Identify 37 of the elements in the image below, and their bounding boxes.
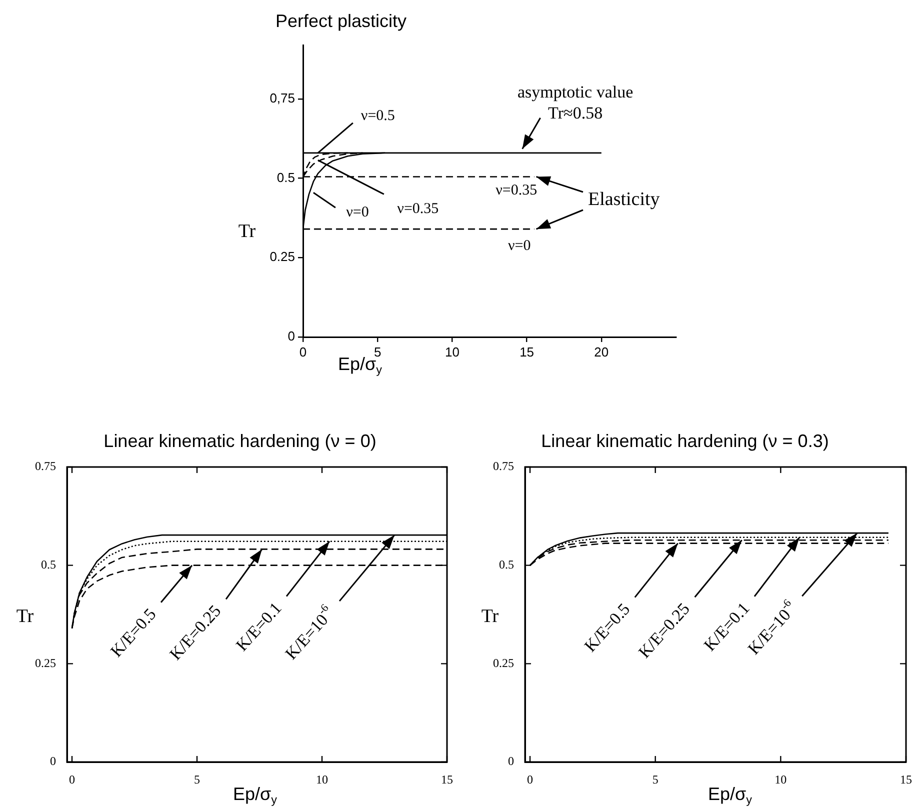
y-tick-label: 0,75 [270,90,295,106]
y-tick-label: 0.5 [499,557,514,572]
y-tick-label: 0.25 [35,656,56,670]
y-tick-label: 0 [50,754,56,768]
x-tick-label: 15 [441,772,453,786]
annotation: Elasticity [588,188,660,210]
x-tick-label: 10 [316,772,328,786]
y-tick-label: 0.5 [41,557,56,572]
annotation: ν=0 [346,204,369,221]
x-tick-label: 10 [444,344,460,360]
x-tick-label: 20 [594,344,609,360]
annotation: asymptotic value Tr≈0.58 [517,82,634,122]
y-axis-title: Tr [481,606,500,627]
y-tick-label: 0.25 [270,249,295,264]
y-tick-label: 0.25 [493,656,514,670]
y-axis-title: Tr [16,606,34,627]
x-tick-label: 0 [527,772,534,786]
y-tick-label: 0.5 [276,170,295,185]
y-tick-label: 0 [288,328,295,344]
chart-title: Perfect plasticity [275,10,407,31]
annotation: ν=0.35 [397,201,439,218]
x-tick-label: 0 [299,344,307,360]
chart-title: Linear kinematic hardening (ν = 0.3) [541,430,829,451]
chart-title: Linear kinematic hardening (ν = 0) [104,430,376,451]
annotation: ν=0.5 [360,108,395,124]
y-tick-label: 0.75 [35,459,56,474]
x-tick-label: 0 [69,772,75,786]
x-tick-label: 10 [774,772,787,786]
x-tick-label: 15 [520,344,534,360]
y-axis-title: Tr [238,220,256,242]
x-tick-label: 5 [194,772,200,786]
y-tick-label: 0.75 [493,459,514,474]
y-tick-label: 0 [508,754,514,768]
x-tick-label: 15 [900,772,912,786]
annotation: ν=0.35 [496,182,538,199]
x-tick-label: 5 [652,772,658,786]
annotation: ν=0 [508,238,531,254]
